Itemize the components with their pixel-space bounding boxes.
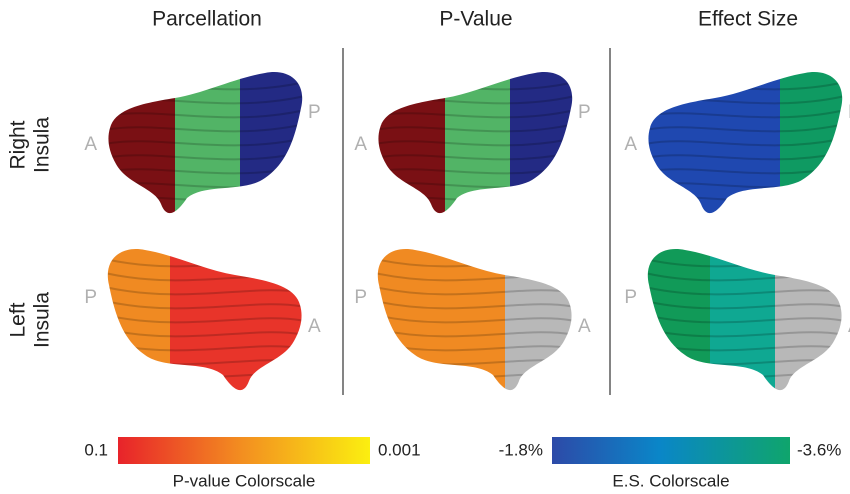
surface-texture [377,300,572,310]
row-label: Right Insula [7,117,54,173]
surface-texture [107,314,302,324]
column-title: P-Value [439,8,512,31]
column-title: Parcellation [152,8,262,31]
surface-texture [647,328,842,338]
orientation-label: A [308,316,321,337]
surface-texture [648,109,843,119]
orientation-label: P [578,102,591,123]
row-label-line: Left [7,302,30,337]
surface-texture [108,193,303,203]
orientation-label: A [578,316,591,337]
row-label-line: Insula [31,117,54,173]
colorbar-title: P-value Colorscale [173,471,316,490]
surface-texture [377,314,572,324]
surface-texture [647,286,842,296]
orientation-label: P [848,102,850,123]
surface-texture [647,314,842,324]
surface-texture [378,123,573,133]
orientation-label: A [84,134,97,155]
insula-surface [108,72,303,214]
surface-texture [378,193,573,203]
insula-surface [107,249,302,391]
surface-texture [648,137,843,147]
insula-region [235,249,302,391]
insula-surface [378,72,573,214]
orientation-label: P [308,102,321,123]
insula [107,249,302,391]
colorbar [552,437,790,464]
row-label-line: Right [7,120,30,169]
orientation-label: A [848,316,850,337]
orientation-label: A [354,134,367,155]
panels: A P P A A P P A A P P A [84,72,850,391]
insula-region [108,72,175,214]
insula-region [648,72,715,214]
colorbar-min: -1.8% [499,440,543,459]
surface-texture [648,151,843,161]
insula-surface [647,249,842,391]
orientation-label: A [624,134,637,155]
surface-texture [108,137,303,147]
orientation-label: P [624,287,637,308]
orientation-label: P [354,287,367,308]
insula-region [378,72,445,214]
surface-texture [378,137,573,147]
surface-texture [377,328,572,338]
insula [648,72,843,214]
row-label-line: Insula [31,292,54,348]
colorbar-max: 0.001 [378,440,421,459]
surface-texture [647,300,842,310]
insula-region [775,249,842,391]
insula [377,249,572,391]
insula [647,249,842,391]
row-label: Left Insula [7,292,54,348]
insula-region [505,249,572,391]
insula [378,72,573,214]
surface-texture [107,286,302,296]
colorbar-max: -3.6% [797,440,841,459]
insula [108,72,303,214]
surface-texture [378,151,573,161]
insula-surface [648,72,843,214]
surface-texture [107,370,302,380]
colorbar-title: E.S. Colorscale [612,471,729,490]
surface-texture [648,193,843,203]
column-title: Effect Size [698,8,798,31]
surface-texture [108,109,303,119]
surface-texture [377,370,572,380]
colorbar [118,437,370,464]
surface-texture [377,286,572,296]
insula-surface [377,249,572,391]
surface-texture [647,370,842,380]
surface-texture [107,328,302,338]
colorbar-min: 0.1 [84,440,108,459]
surface-texture [378,109,573,119]
surface-texture [108,123,303,133]
surface-texture [107,300,302,310]
surface-texture [648,123,843,133]
surface-texture [108,151,303,161]
orientation-label: P [84,287,97,308]
